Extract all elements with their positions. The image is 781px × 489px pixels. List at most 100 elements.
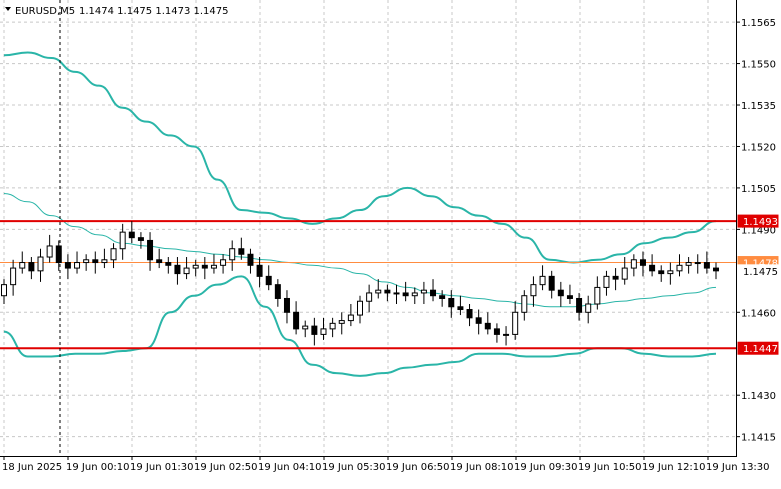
candle-body (119, 231, 126, 250)
candle-body (238, 248, 245, 255)
ohlc-values: 1.1474 1.1475 1.1473 1.1475 (79, 6, 229, 17)
candle-body (448, 297, 455, 308)
candle-body (156, 259, 163, 264)
candle-body (585, 303, 592, 313)
candle-body (402, 292, 409, 297)
candle-body (420, 289, 427, 294)
candle-body (366, 292, 373, 302)
x-tick-label: 19 Jun 12:10 (642, 462, 706, 473)
price-tag-box (737, 264, 779, 278)
dropdown-triangle-icon[interactable] (5, 7, 11, 11)
price-tag-box (737, 341, 779, 355)
candle-body (283, 297, 290, 313)
candle-body (576, 297, 583, 313)
price-tag-bid: 1.1475 (737, 264, 779, 278)
candle-body (74, 262, 81, 269)
y-tick-label: 1.1490 (741, 225, 776, 236)
candle-body (293, 311, 300, 330)
y-tick-label: 1.1520 (741, 142, 776, 153)
x-tick-label: 19 Jun 01:30 (130, 462, 194, 473)
candle-body (676, 264, 683, 272)
candle-body (621, 267, 628, 280)
price-tag-level: 1.1493 (737, 214, 779, 228)
candle-body (539, 275, 546, 286)
price-tag-label: 1.1478 (743, 259, 778, 270)
candle-body (92, 259, 99, 264)
candle-body (603, 275, 610, 288)
candle-body (521, 295, 528, 313)
candle-body (147, 239, 154, 261)
candle-body (64, 262, 71, 269)
candle-body (201, 264, 208, 269)
candle-body (265, 275, 272, 286)
x-tick-label: 19 Jun 04:10 (258, 462, 322, 473)
price-tag-label: 1.1493 (743, 217, 778, 228)
candle-body (347, 314, 354, 322)
candle-body (192, 264, 199, 269)
price-tag-level: 1.1447 (737, 341, 779, 355)
candle-body (439, 295, 446, 299)
candle-body (685, 262, 692, 266)
candle-body (329, 322, 336, 330)
upper-band-line (3, 51, 717, 264)
candle-body (649, 264, 656, 272)
candle-body (475, 317, 482, 324)
candle-body (302, 325, 309, 330)
candle-body (375, 289, 382, 294)
symbol-label: EURUSD,M5 (15, 6, 75, 17)
candle-body (210, 264, 217, 269)
candle-body (694, 262, 701, 265)
candle-body (703, 262, 710, 269)
candle-body (37, 256, 44, 272)
x-tick-label: 19 Jun 00:10 (66, 462, 130, 473)
candle-body (566, 295, 573, 299)
candle-body (256, 264, 263, 277)
x-tick-label: 19 Jun 09:30 (514, 462, 578, 473)
candle-body (503, 333, 510, 336)
x-tick-label: 19 Jun 05:30 (322, 462, 386, 473)
candle-body (713, 267, 719, 272)
x-tick-label: 18 Jun 2025 (2, 462, 62, 473)
candle-body (658, 270, 665, 275)
candle-body (612, 275, 619, 280)
candle-body (411, 292, 418, 297)
candle-body (493, 328, 500, 335)
candle-body (229, 248, 236, 261)
candle-body (55, 245, 62, 264)
candle-body (128, 231, 135, 239)
candle-body (320, 328, 327, 335)
price-axis-ticks: 1.15651.15501.15351.15201.15051.14901.14… (736, 18, 776, 444)
candle-body (220, 259, 227, 266)
y-tick-label: 1.1550 (741, 60, 776, 71)
x-tick-label: 19 Jun 02:50 (194, 462, 258, 473)
candle-body (393, 292, 400, 295)
price-tag-box (737, 214, 779, 228)
candle-body (28, 262, 35, 272)
candle-body (384, 289, 391, 294)
x-tick-label: 19 Jun 08:10 (450, 462, 514, 473)
candle-body (667, 270, 674, 275)
candle-body (183, 267, 190, 275)
chart-header: EURUSD,M5 1.1474 1.1475 1.1473 1.1475 (5, 6, 229, 17)
candle-body (484, 322, 491, 330)
candle-body (639, 259, 646, 266)
y-tick-label: 1.1430 (741, 391, 776, 402)
candle-body (110, 248, 117, 261)
price-tag-label: 1.1447 (743, 344, 778, 355)
candle-body (83, 259, 90, 264)
chart-frame (0, 0, 737, 457)
y-tick-label: 1.1460 (741, 308, 776, 319)
x-tick-label: 19 Jun 10:50 (578, 462, 642, 473)
x-tick-label: 19 Jun 06:50 (386, 462, 450, 473)
y-tick-label: 1.1535 (741, 101, 776, 112)
candle-body (548, 275, 555, 291)
y-tick-label: 1.1415 (741, 433, 776, 444)
candle-body (137, 237, 144, 241)
horizontal-lines (0, 220, 736, 350)
candle-body (557, 289, 564, 297)
y-tick-label: 1.1565 (741, 18, 776, 29)
x-tick-label: 19 Jun 13:30 (706, 462, 770, 473)
